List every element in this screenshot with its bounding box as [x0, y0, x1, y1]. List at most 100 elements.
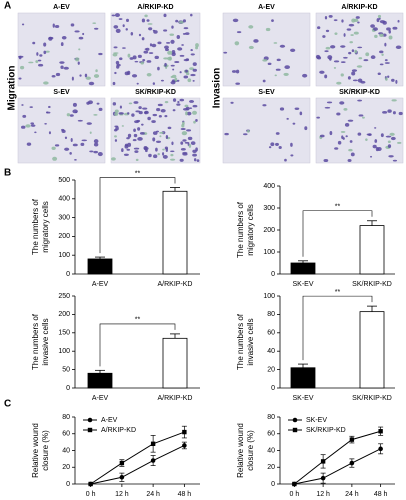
bar — [359, 311, 385, 389]
x-tick-label: 24 h — [146, 491, 160, 498]
cell — [167, 126, 172, 130]
cell — [192, 153, 197, 157]
cell — [35, 60, 39, 63]
x-tick-label: SK-EV — [292, 395, 313, 402]
cell — [130, 31, 134, 36]
cell — [333, 66, 337, 69]
cell — [165, 134, 169, 139]
marker — [150, 441, 156, 446]
micrograph — [110, 12, 201, 87]
cell — [124, 144, 129, 149]
cell — [148, 27, 153, 31]
cell — [181, 131, 188, 136]
micrograph — [315, 97, 404, 164]
micrograph — [222, 12, 311, 87]
cell — [235, 69, 240, 74]
cell — [126, 148, 131, 151]
cell — [185, 72, 190, 76]
cell — [170, 153, 174, 157]
image-label: A-EV — [258, 4, 275, 11]
cell — [390, 136, 396, 141]
cell — [387, 109, 392, 113]
y-tick-label: 40 — [267, 447, 275, 454]
cell — [350, 34, 354, 37]
cell — [144, 14, 148, 18]
cell — [286, 117, 289, 120]
cell — [139, 132, 145, 135]
cell — [184, 104, 189, 108]
cell — [137, 127, 141, 131]
cell — [21, 23, 25, 26]
cell — [387, 140, 391, 144]
y-tick-label: 40 — [62, 447, 70, 454]
y-axis-label: closure (%) — [246, 430, 255, 471]
cell — [152, 131, 158, 135]
cell — [46, 111, 51, 114]
cell — [192, 149, 197, 153]
x-tick-label: A/RKIP-KD — [157, 281, 192, 288]
cell — [45, 50, 50, 53]
cell — [384, 59, 388, 62]
cell — [182, 139, 187, 142]
cell — [114, 125, 119, 128]
bar — [87, 372, 113, 389]
cell — [372, 144, 377, 149]
cell — [93, 114, 98, 116]
marker — [182, 443, 187, 448]
cell — [48, 131, 51, 135]
cell — [370, 155, 373, 158]
cell — [334, 32, 338, 36]
cell — [148, 153, 152, 158]
cell — [147, 23, 153, 25]
cell — [374, 34, 378, 38]
cell — [344, 122, 350, 127]
cell — [319, 134, 325, 138]
cell — [172, 68, 175, 71]
cell — [278, 145, 282, 150]
cell — [123, 153, 129, 156]
cell — [170, 150, 175, 153]
cell — [326, 101, 333, 104]
bar — [162, 190, 188, 275]
cell — [190, 141, 196, 145]
x-tick-label: 0 h — [86, 491, 96, 498]
cell — [351, 71, 356, 76]
cell — [70, 23, 75, 27]
cell — [135, 158, 139, 162]
cell — [114, 71, 117, 75]
cell — [69, 151, 72, 155]
significance-bracket — [99, 177, 176, 254]
cell — [392, 111, 396, 115]
cell — [373, 27, 378, 31]
cell — [121, 148, 124, 153]
cell — [353, 31, 359, 35]
cell — [358, 57, 363, 60]
cell — [262, 79, 266, 83]
cell — [118, 112, 124, 115]
cell — [74, 159, 77, 161]
cell — [193, 120, 196, 124]
cell — [292, 122, 296, 125]
cell — [275, 142, 279, 146]
cell — [196, 159, 200, 162]
cell — [379, 33, 384, 38]
y-tick-label: 200 — [263, 227, 275, 234]
cell — [188, 143, 192, 148]
y-tick-label: 80 — [267, 414, 275, 421]
line — [90, 445, 185, 485]
cell — [391, 78, 395, 82]
cell — [273, 42, 278, 44]
y-tick-label: 0 — [66, 385, 70, 392]
cell — [51, 146, 56, 150]
cell — [349, 140, 353, 143]
cell — [84, 73, 88, 78]
cell — [157, 66, 160, 71]
cell — [37, 59, 42, 62]
cell — [157, 153, 160, 156]
cell — [92, 22, 97, 24]
cell — [324, 16, 328, 20]
cell — [136, 119, 141, 123]
cell — [384, 42, 387, 47]
cell — [126, 18, 129, 23]
cell — [151, 43, 157, 48]
